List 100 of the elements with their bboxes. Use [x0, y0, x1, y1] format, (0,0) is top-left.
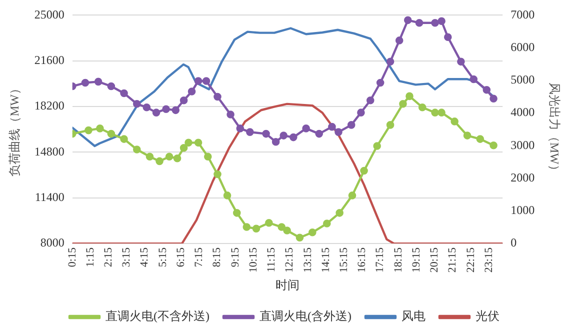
y2-tick-label: 1000 — [510, 203, 535, 218]
point — [283, 226, 291, 234]
legend-label: 直调火电(不含外送) — [106, 309, 210, 324]
x-tick-label: 13:15 — [302, 247, 314, 273]
point — [296, 234, 304, 242]
point — [395, 36, 404, 44]
legend-label: 光伏 — [475, 309, 500, 324]
point — [120, 135, 128, 143]
point — [172, 106, 180, 114]
y-tick-label: 25000 — [34, 7, 64, 22]
point — [272, 138, 280, 146]
x-tick-label: 20:15 — [428, 247, 441, 273]
point — [152, 108, 160, 116]
point — [232, 209, 241, 217]
legend-label: 直调火电(含外送) — [260, 309, 352, 324]
y2-tick-label: 7000 — [510, 7, 535, 22]
x-tick-label: 3:15 — [120, 247, 133, 268]
y2-tick-label: 2000 — [510, 170, 535, 184]
y-tick-label: 18200 — [34, 98, 64, 113]
y2-tick-label: 5000 — [510, 72, 535, 87]
point — [280, 132, 288, 140]
point — [132, 146, 141, 154]
point — [194, 138, 202, 147]
point — [322, 220, 331, 228]
x-tick-label: 2:15 — [102, 247, 115, 268]
x-tick-label: 6:15 — [174, 247, 187, 268]
point — [376, 78, 384, 87]
point — [334, 128, 342, 136]
point — [173, 154, 182, 162]
point — [223, 192, 232, 200]
y2-axis-title: 风光出力（MW） — [548, 82, 562, 176]
point — [162, 105, 170, 113]
point — [184, 138, 192, 147]
y2-tick-label: 6000 — [510, 40, 535, 54]
x-tick-label: 10:15 — [247, 247, 260, 273]
point — [366, 96, 374, 104]
point — [328, 122, 336, 131]
point — [457, 58, 465, 66]
x-tick-label: 14:15 — [320, 247, 332, 273]
point — [226, 110, 234, 118]
y-axis-title: 负荷曲线（MW） — [7, 82, 22, 176]
point — [490, 94, 498, 103]
point — [265, 218, 273, 227]
x-tick-label: 12:15 — [284, 247, 296, 273]
point — [431, 108, 439, 116]
point — [373, 142, 381, 150]
point — [404, 16, 412, 24]
point — [107, 130, 116, 138]
point — [252, 224, 260, 233]
point — [188, 88, 196, 96]
point — [142, 103, 151, 112]
point — [262, 130, 270, 138]
point — [180, 144, 188, 152]
y-tick-label: 14800 — [34, 144, 64, 158]
y2-tick-label: 3000 — [510, 138, 535, 152]
point — [94, 78, 102, 86]
point — [418, 103, 426, 112]
point — [315, 130, 324, 138]
y-tick-label: 21600 — [34, 53, 64, 68]
y2-tick-label: 4000 — [510, 105, 535, 120]
x-tick-label: 22:15 — [464, 247, 477, 273]
point — [463, 132, 472, 140]
x-tick-label: 19:15 — [410, 247, 422, 273]
point — [357, 108, 365, 116]
x-tick-label: 9:15 — [229, 247, 242, 268]
point — [236, 124, 244, 132]
y-tick-label: 11400 — [34, 190, 64, 204]
point — [450, 118, 458, 126]
x-tick-label: 8:15 — [211, 247, 224, 268]
point — [156, 157, 164, 166]
point — [180, 96, 188, 104]
x-tick-label: 7:15 — [193, 247, 206, 268]
point — [289, 133, 298, 142]
point — [84, 126, 92, 134]
point — [386, 121, 394, 129]
x-tick-label: 18:15 — [392, 247, 404, 273]
point — [482, 86, 491, 94]
point — [308, 228, 316, 236]
point — [406, 92, 414, 100]
point — [348, 192, 356, 200]
point — [204, 152, 212, 161]
point — [120, 89, 128, 98]
point — [278, 223, 286, 231]
point — [470, 75, 478, 84]
x-tick-label: 5:15 — [156, 247, 169, 268]
point — [107, 82, 116, 90]
x-tick-label: 21:15 — [446, 247, 459, 273]
point — [302, 124, 310, 132]
point — [438, 17, 446, 26]
point — [165, 152, 174, 161]
x-tick-label: 4:15 — [138, 247, 151, 268]
point — [242, 223, 251, 231]
point — [444, 33, 452, 41]
point — [194, 77, 202, 85]
point — [399, 100, 407, 108]
point — [336, 209, 344, 217]
point — [431, 18, 439, 27]
point — [214, 170, 222, 178]
point — [132, 100, 141, 108]
point — [81, 78, 90, 87]
